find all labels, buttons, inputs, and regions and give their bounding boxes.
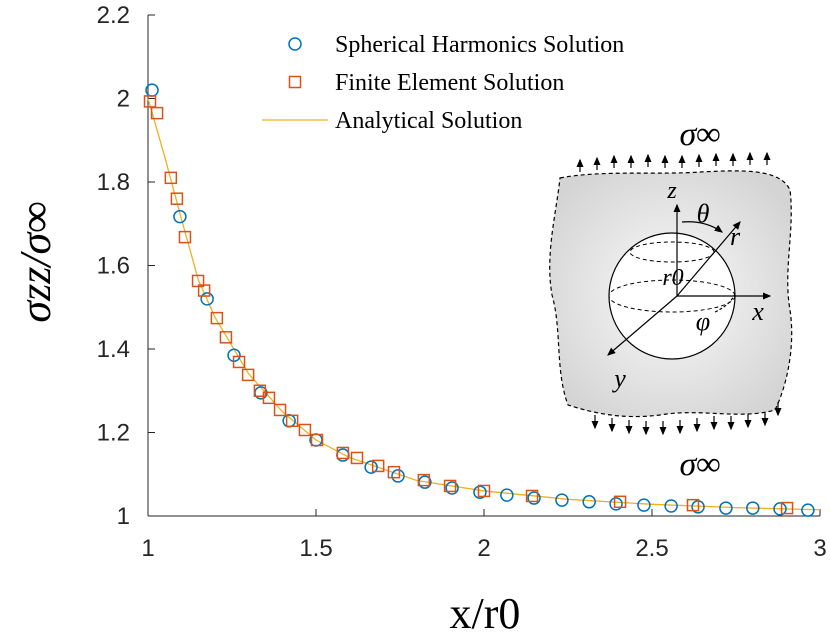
x-tick-label: 3 xyxy=(813,535,826,562)
square-marker xyxy=(150,106,164,120)
legend-marker xyxy=(288,75,302,89)
square-marker xyxy=(232,355,246,369)
square-marker xyxy=(143,95,157,108)
square-marker xyxy=(262,391,276,405)
square-marker xyxy=(525,489,539,503)
circle-marker xyxy=(609,497,623,511)
square-marker xyxy=(253,384,267,397)
arrows xyxy=(576,151,782,436)
legend-marker xyxy=(288,37,302,51)
diagram-label: θ xyxy=(697,199,710,228)
y-axis-label: σzz/σ∞ xyxy=(11,201,60,322)
diagram-label: σ∞ xyxy=(679,446,720,483)
circle-marker xyxy=(582,495,596,509)
x-tick-label: 1 xyxy=(141,535,154,562)
y-tick-label: 1 xyxy=(117,503,130,530)
x-tick-label: 1.5 xyxy=(299,535,332,562)
circle-marker xyxy=(527,491,541,505)
circle-marker xyxy=(391,469,405,483)
diagram-label: y xyxy=(611,364,626,393)
circle-marker xyxy=(473,485,487,499)
circle-marker xyxy=(555,493,569,507)
circle-marker xyxy=(500,488,514,502)
circle-marker xyxy=(173,209,187,224)
y-tick-label: 1.4 xyxy=(97,336,130,363)
y-tick-label: 1.8 xyxy=(97,169,130,196)
square-marker xyxy=(219,331,233,344)
diagram-label: z xyxy=(666,178,677,204)
y-tick-label: 1.6 xyxy=(97,253,130,280)
square-marker xyxy=(285,414,299,428)
y-tick-label: 2 xyxy=(117,86,130,113)
square-marker xyxy=(443,479,457,493)
square-marker xyxy=(613,495,627,509)
square-marker xyxy=(350,451,364,465)
y-tick-label: 2.2 xyxy=(97,2,130,29)
diagram-label: r0 xyxy=(662,265,683,291)
circle-marker xyxy=(364,460,378,474)
circle-marker xyxy=(336,448,350,462)
circle-marker xyxy=(664,499,678,513)
circle-marker xyxy=(746,501,760,515)
square-marker xyxy=(780,501,794,515)
legend-label: Finite Element Solution xyxy=(335,70,564,96)
analytical-line xyxy=(147,98,821,511)
square-marker xyxy=(387,465,401,479)
axes-lines xyxy=(607,203,772,356)
y-tick-label: 1.2 xyxy=(97,420,130,447)
square-marker xyxy=(164,171,178,185)
square-marker xyxy=(686,498,700,512)
square-marker xyxy=(241,368,255,382)
inset-diagram xyxy=(549,151,793,436)
circle-marker xyxy=(801,503,815,517)
diagram-label: r xyxy=(730,222,741,251)
square-marker xyxy=(210,311,224,325)
legend-label: Spherical Harmonics Solution xyxy=(335,32,624,58)
square-marker xyxy=(273,403,287,417)
legend-label: Analytical Solution xyxy=(335,108,522,134)
circle-marker xyxy=(445,481,459,495)
square-marker xyxy=(417,473,431,487)
square-marker xyxy=(170,192,184,205)
square-marker xyxy=(310,433,324,447)
square-marker xyxy=(371,459,385,473)
x-tick-label: 2 xyxy=(477,535,490,562)
square-marker xyxy=(197,284,211,297)
diagram-label: σ∞ xyxy=(679,116,720,153)
diagram-label: x xyxy=(751,297,764,326)
circle-marker xyxy=(200,292,214,306)
square-marker xyxy=(477,484,491,498)
x-tick-label: 2.5 xyxy=(635,535,668,562)
square-marker xyxy=(298,423,312,437)
x-axis-label: x/r0 xyxy=(450,589,521,638)
square-marker xyxy=(178,230,192,244)
diagram-label: φ xyxy=(696,307,710,336)
square-marker xyxy=(336,446,350,460)
circle-marker xyxy=(637,498,651,512)
circle-marker xyxy=(773,502,787,516)
circle-marker xyxy=(719,501,733,515)
